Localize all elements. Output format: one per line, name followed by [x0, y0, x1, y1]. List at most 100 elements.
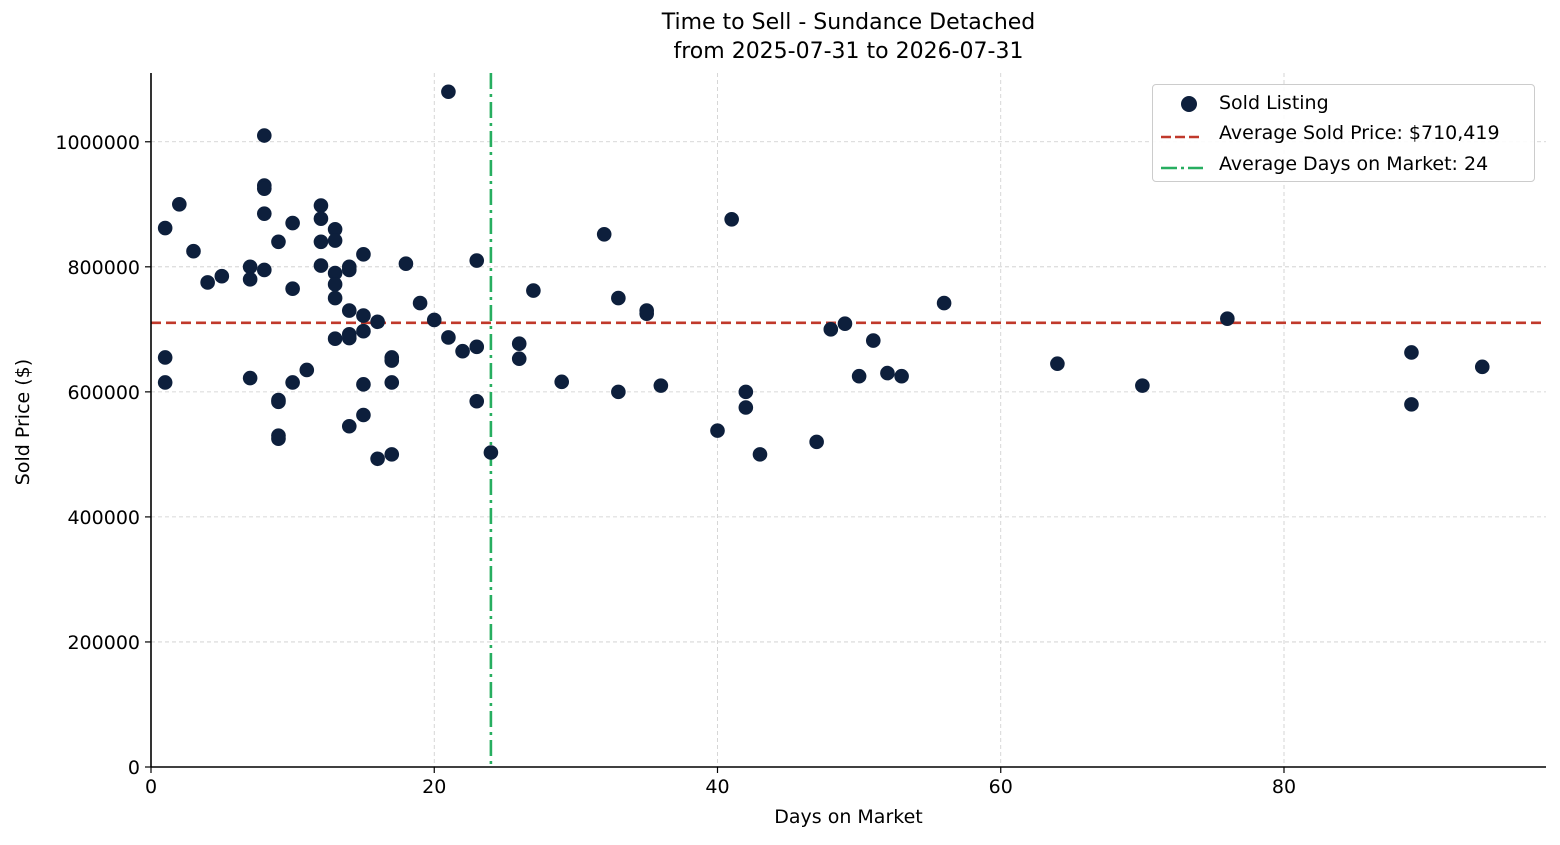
data-point: [313, 198, 329, 213]
data-point: [341, 330, 357, 346]
y-tick-label: 800000: [67, 257, 140, 279]
data-point: [1220, 311, 1235, 327]
data-point: [256, 206, 272, 221]
legend: Sold Listing Average Sold Price: $710,41…: [1152, 84, 1535, 182]
data-point: [384, 375, 400, 390]
data-point: [299, 362, 315, 378]
legend-item-average-price: Average Sold Price: $710,419: [1153, 117, 1534, 147]
data-point: [341, 303, 357, 318]
data-point: [611, 290, 626, 306]
data-point: [469, 253, 485, 268]
data-point: [327, 222, 343, 237]
data-point: [511, 336, 527, 352]
data-point: [242, 370, 258, 386]
chart-title: Time to Sell - Sundance Detached: [661, 10, 1036, 35]
data-point: [341, 262, 357, 278]
data-point: [186, 243, 201, 259]
dashed-line-icon: [1161, 135, 1203, 139]
data-point: [426, 312, 442, 328]
chart-subtitle: from 2025-07-31 to 2026-07-31: [673, 39, 1024, 64]
data-point: [880, 365, 895, 381]
data-point: [894, 368, 909, 384]
data-point: [724, 212, 739, 227]
y-tick-label: 200000: [67, 632, 140, 654]
data-point: [738, 400, 754, 415]
data-point: [851, 368, 867, 384]
data-point: [356, 323, 371, 339]
data-point: [256, 181, 272, 196]
data-point: [837, 316, 853, 332]
y-tick-label: 1000000: [55, 132, 140, 154]
data-point: [752, 447, 768, 462]
data-point: [412, 295, 428, 311]
data-point: [1404, 397, 1419, 412]
data-point: [200, 275, 215, 290]
data-point: [256, 262, 272, 278]
data-point: [285, 281, 300, 297]
data-point: [313, 258, 329, 273]
data-point: [157, 350, 173, 365]
data-point: [738, 384, 754, 400]
legend-label: Sold Listing: [1219, 92, 1329, 114]
data-point: [356, 247, 371, 262]
data-point: [936, 295, 952, 311]
data-point: [384, 353, 400, 368]
data-point: [1474, 359, 1490, 375]
x-tick-label: 60: [989, 776, 1013, 798]
y-tick-label: 600000: [67, 382, 140, 404]
data-point: [242, 272, 258, 287]
data-point: [356, 308, 371, 323]
data-point: [596, 227, 612, 242]
data-point: [1135, 378, 1150, 393]
data-point: [455, 343, 470, 359]
data-point: [327, 290, 343, 306]
data-point: [370, 451, 385, 467]
data-point: [271, 394, 286, 410]
x-tick-label: 40: [705, 776, 729, 798]
data-point: [271, 234, 286, 250]
data-point: [865, 333, 881, 348]
data-point: [384, 447, 400, 462]
x-axis-label: Days on Market: [774, 806, 923, 828]
legend-item-average-days: Average Days on Market: 24: [1153, 148, 1534, 178]
data-point: [341, 418, 357, 434]
data-point: [611, 384, 626, 400]
data-point: [327, 331, 343, 347]
x-tick-label: 0: [145, 776, 157, 798]
data-point: [313, 234, 329, 250]
data-point: [511, 351, 527, 367]
data-point: [398, 256, 414, 271]
data-point: [313, 211, 329, 226]
data-point: [1050, 356, 1065, 372]
data-point: [469, 339, 485, 355]
data-point: [441, 84, 456, 100]
data-point: [554, 374, 570, 390]
scatter-marker-icon: [1181, 96, 1197, 112]
y-tick-label: 0: [128, 757, 140, 779]
data-point: [441, 330, 456, 345]
legend-label: Average Sold Price: $710,419: [1219, 122, 1500, 144]
data-point: [242, 259, 258, 275]
data-point: [823, 322, 839, 337]
data-point: [327, 277, 343, 292]
data-point: [271, 431, 286, 447]
data-point: [214, 268, 230, 284]
data-point: [285, 375, 300, 390]
data-point: [1404, 345, 1419, 360]
data-point: [157, 220, 173, 236]
data-point: [157, 375, 173, 390]
data-point: [256, 128, 272, 143]
legend-item-sold-listing: Sold Listing: [1153, 87, 1534, 117]
data-point: [809, 434, 824, 450]
data-point: [370, 314, 385, 330]
data-point: [356, 377, 371, 392]
data-point: [285, 215, 300, 231]
legend-label: Average Days on Market: 24: [1219, 153, 1489, 175]
y-axis-label: Sold Price ($): [12, 358, 34, 486]
data-point: [469, 393, 485, 409]
data-point: [356, 407, 371, 423]
dashdot-line-icon: [1161, 166, 1203, 170]
data-point: [639, 306, 654, 322]
data-point: [653, 378, 669, 393]
